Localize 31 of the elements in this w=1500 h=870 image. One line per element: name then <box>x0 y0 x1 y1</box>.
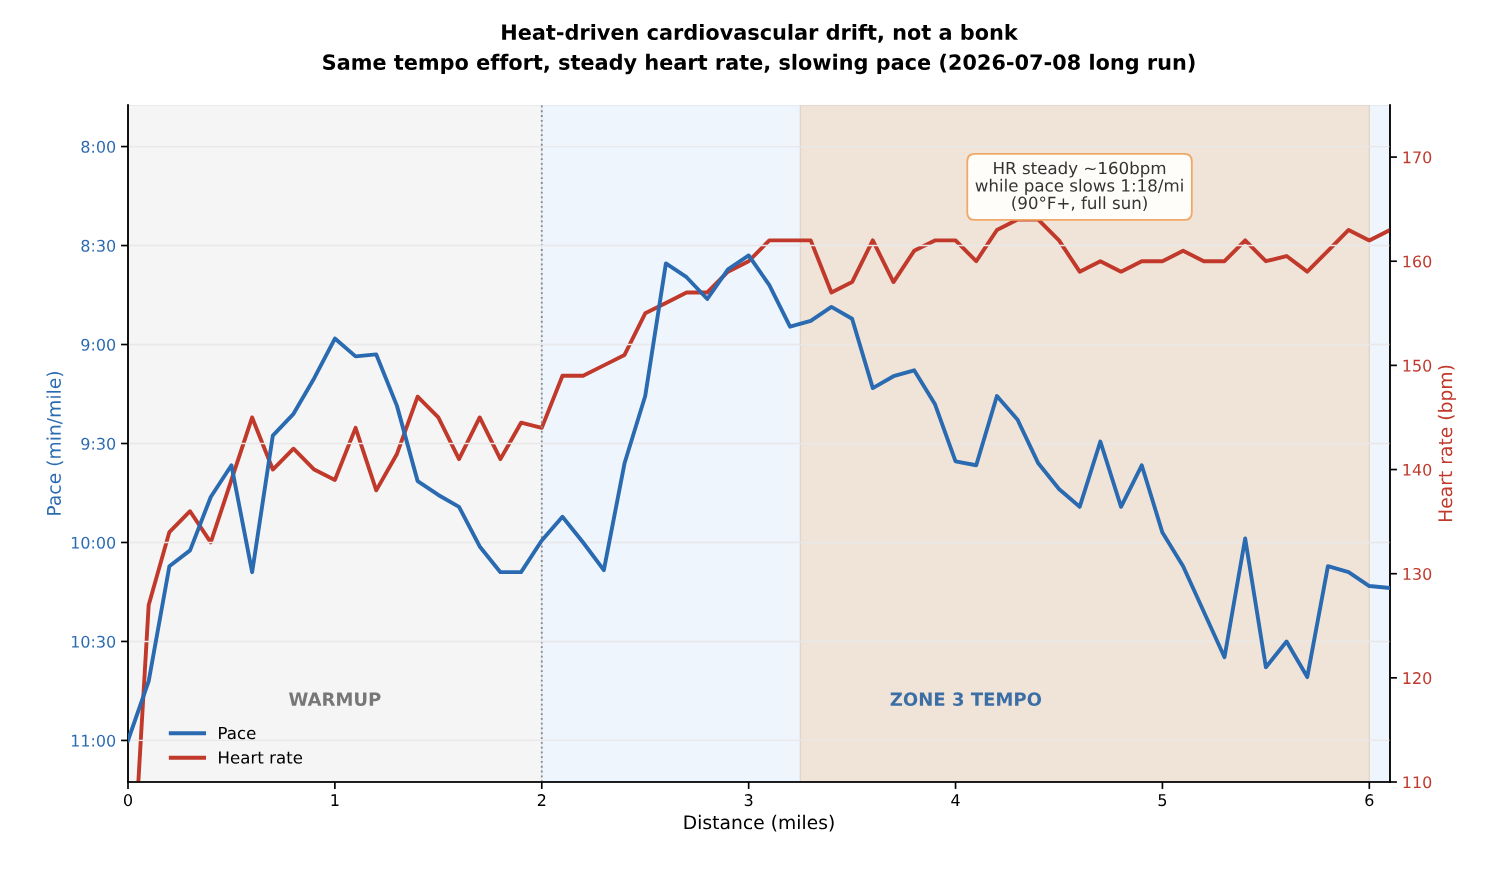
x-tick-label: 0 <box>123 794 133 807</box>
x-tick-label: 4 <box>951 794 960 806</box>
legend-label: Pace <box>219 726 256 740</box>
band-label: ZONE 3 TEMPO <box>890 692 1042 706</box>
y-tick-label: 10:00 <box>71 536 116 549</box>
annotation: HR steady ~160bpm while pace slows 1:18/mi (90°F+, full sun) <box>975 161 1183 212</box>
x-tick-label: 3 <box>744 794 753 807</box>
y2-tick-label: 140 <box>1403 463 1432 476</box>
y-tick-label: 8:30 <box>81 239 116 252</box>
y2-tick-label: 150 <box>1403 359 1432 372</box>
y-tick-label: 11:00 <box>71 734 116 747</box>
chart-title: Heat-driven cardiovascular drift, not a bonk <box>502 23 1019 43</box>
y-tick-label: 8:00 <box>81 140 116 153</box>
band-label: WARMUP <box>289 692 381 706</box>
x-tick-label: 6 <box>1365 794 1374 807</box>
y2-tick-label: 170 <box>1403 151 1432 164</box>
chart-subtitle: Same tempo effort, steady heart rate, slowing pace (2026-07-08 long run) <box>323 53 1195 75</box>
y2-tick-label: 160 <box>1403 255 1432 268</box>
x-tick-label: 1 <box>331 794 339 806</box>
y-tick-label: 10:30 <box>71 635 116 648</box>
y2-tick-label: 130 <box>1403 567 1432 580</box>
y-tick-label: 9:00 <box>81 338 116 351</box>
y-tick-label: 9:30 <box>81 437 116 450</box>
x-tick-label: 2 <box>537 794 546 806</box>
y2-axis-title: Heart rate (bpm) <box>1437 365 1456 522</box>
x-axis-title: Distance (miles) <box>684 814 834 832</box>
legend-label: Heart rate <box>219 751 303 764</box>
y2-tick-label: 110 <box>1403 776 1432 789</box>
x-tick-label: 5 <box>1158 794 1167 807</box>
y-axis-title: Pace (min/mile) <box>46 371 64 515</box>
y2-tick-label: 120 <box>1403 672 1432 685</box>
